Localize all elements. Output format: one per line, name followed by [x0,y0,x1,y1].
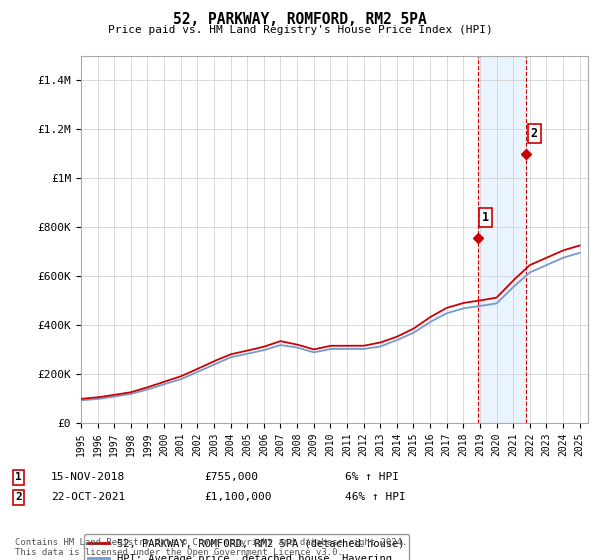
Text: 1: 1 [15,472,22,482]
Text: 6% ↑ HPI: 6% ↑ HPI [345,472,399,482]
Text: 46% ↑ HPI: 46% ↑ HPI [345,492,406,502]
Bar [478,56,526,423]
Legend: 52, PARKWAY, ROMFORD, RM2 5PA (detached house), HPI: Average price, detached hou: 52, PARKWAY, ROMFORD, RM2 5PA (detached … [83,534,409,560]
Text: 15-NOV-2018: 15-NOV-2018 [51,472,125,482]
Text: Contains HM Land Registry data © Crown copyright and database right 2024.
This d: Contains HM Land Registry data © Crown c… [15,538,407,557]
Text: 2: 2 [530,127,538,139]
Text: 52, PARKWAY, ROMFORD, RM2 5PA: 52, PARKWAY, ROMFORD, RM2 5PA [173,12,427,27]
Text: 2: 2 [15,492,22,502]
Text: 1: 1 [482,211,489,224]
Text: Price paid vs. HM Land Registry's House Price Index (HPI): Price paid vs. HM Land Registry's House … [107,25,493,35]
Text: 22-OCT-2021: 22-OCT-2021 [51,492,125,502]
Text: £755,000: £755,000 [204,472,258,482]
Text: £1,100,000: £1,100,000 [204,492,271,502]
